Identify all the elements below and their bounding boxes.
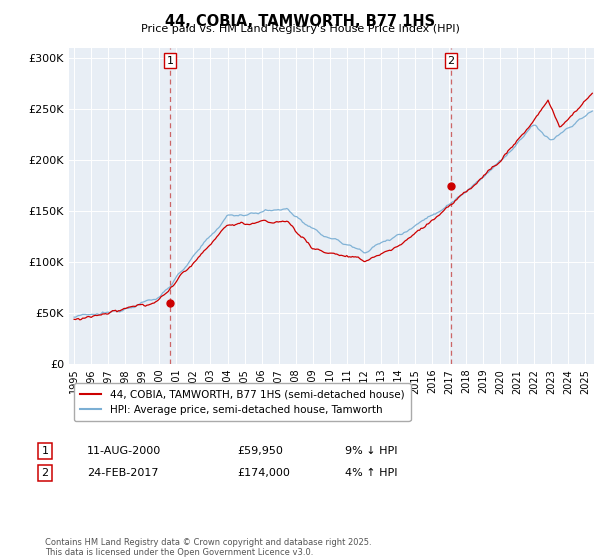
Text: 2: 2	[41, 468, 49, 478]
Text: £59,950: £59,950	[237, 446, 283, 456]
Text: Contains HM Land Registry data © Crown copyright and database right 2025.
This d: Contains HM Land Registry data © Crown c…	[45, 538, 371, 557]
Legend: 44, COBIA, TAMWORTH, B77 1HS (semi-detached house), HPI: Average price, semi-det: 44, COBIA, TAMWORTH, B77 1HS (semi-detac…	[74, 383, 410, 421]
Text: 24-FEB-2017: 24-FEB-2017	[87, 468, 158, 478]
Text: Price paid vs. HM Land Registry's House Price Index (HPI): Price paid vs. HM Land Registry's House …	[140, 24, 460, 34]
Text: 1: 1	[41, 446, 49, 456]
Text: 1: 1	[166, 55, 173, 66]
Text: 2: 2	[448, 55, 455, 66]
Text: 4% ↑ HPI: 4% ↑ HPI	[345, 468, 398, 478]
Text: £174,000: £174,000	[237, 468, 290, 478]
Text: 11-AUG-2000: 11-AUG-2000	[87, 446, 161, 456]
Text: 44, COBIA, TAMWORTH, B77 1HS: 44, COBIA, TAMWORTH, B77 1HS	[165, 14, 435, 29]
Text: 9% ↓ HPI: 9% ↓ HPI	[345, 446, 398, 456]
